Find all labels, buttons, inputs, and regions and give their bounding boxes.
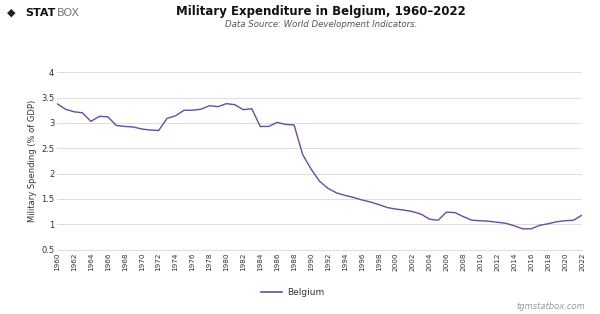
Text: Military Expenditure in Belgium, 1960–2022: Military Expenditure in Belgium, 1960–20…: [176, 5, 466, 18]
Text: tgmstatbox.com: tgmstatbox.com: [516, 302, 585, 311]
Text: Belgium: Belgium: [287, 288, 324, 296]
Y-axis label: Military Spending (% of GDP): Military Spending (% of GDP): [28, 100, 37, 222]
Text: ◆: ◆: [7, 8, 16, 18]
Text: BOX: BOX: [56, 8, 79, 18]
Text: STAT: STAT: [25, 8, 56, 18]
Text: Data Source: World Development Indicators.: Data Source: World Development Indicator…: [225, 20, 417, 30]
